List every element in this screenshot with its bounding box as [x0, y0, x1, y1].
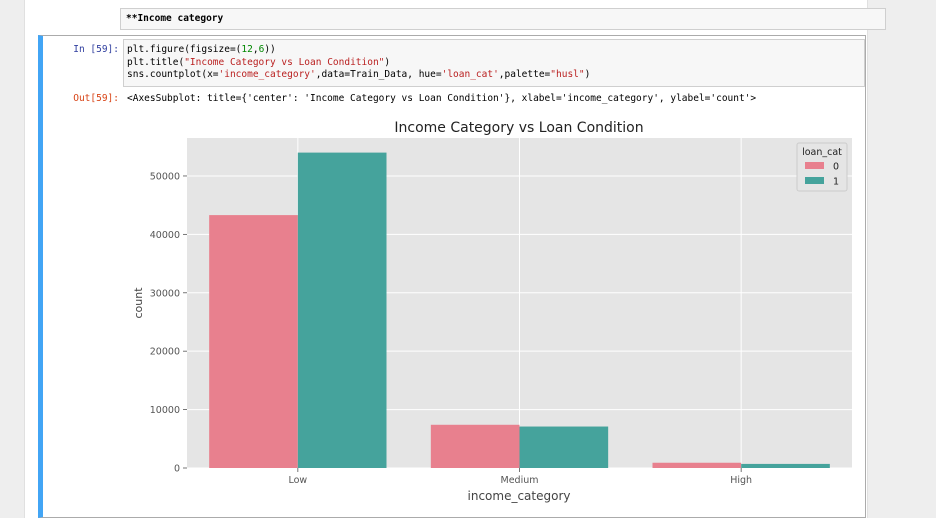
y-tick-label-10000: 10000	[150, 405, 180, 416]
y-tick-label-0: 0	[174, 464, 180, 475]
bars	[209, 152, 830, 468]
bar-medium-series-0	[430, 424, 520, 468]
code-editor[interactable]: plt.figure(figsize=(12,6)) plt.title("In…	[123, 39, 865, 87]
y-tick-label-20000: 20000	[150, 347, 180, 358]
x-tick-label-low: Low	[288, 475, 307, 486]
markdown-cell[interactable]: **Income category	[120, 8, 886, 30]
y-tick-label-40000: 40000	[150, 230, 180, 241]
bar-medium-series-1	[519, 426, 609, 468]
y-tick-label-30000: 30000	[150, 288, 180, 299]
code-line-2: plt.title("Income Category vs Loan Condi…	[127, 56, 391, 68]
bar-high-series-1	[741, 463, 830, 468]
chart-title: Income Category vs Loan Condition	[394, 120, 643, 136]
legend-swatch-1	[805, 177, 824, 184]
y-ticks: 0 10000 20000 30000 40000 50000	[150, 171, 187, 475]
y-axis-label: count	[132, 287, 145, 319]
output-text: <AxesSubplot: title={'center': 'Income C…	[127, 93, 757, 104]
x-tick-label-medium: Medium	[501, 475, 539, 486]
bar-low-series-0	[209, 215, 298, 468]
y-tick-label-50000: 50000	[150, 171, 180, 182]
legend-label-1: 1	[833, 177, 839, 188]
legend-title: loan_cat	[802, 147, 842, 158]
legend-label-0: 0	[833, 162, 839, 173]
in-prompt: In [59]:	[73, 44, 119, 55]
bar-low-series-1	[297, 152, 387, 468]
bar-high-series-0	[652, 462, 742, 468]
markdown-text: **Income category	[126, 13, 224, 24]
x-axis-label: income_category	[468, 489, 571, 503]
code-cell[interactable]: In [59]: plt.figure(figsize=(12,6)) plt.…	[38, 35, 866, 518]
out-prompt: Out[59]:	[73, 93, 119, 104]
legend: loan_cat 0 1	[796, 142, 848, 192]
x-tick-label-high: High	[730, 475, 752, 486]
x-ticks: Low Medium High	[288, 468, 752, 486]
code-line-3: sns.countplot(x='income_category',data=T…	[127, 69, 591, 80]
legend-swatch-0	[805, 162, 824, 169]
code-line-1: plt.figure(figsize=(12,6))	[127, 44, 276, 55]
